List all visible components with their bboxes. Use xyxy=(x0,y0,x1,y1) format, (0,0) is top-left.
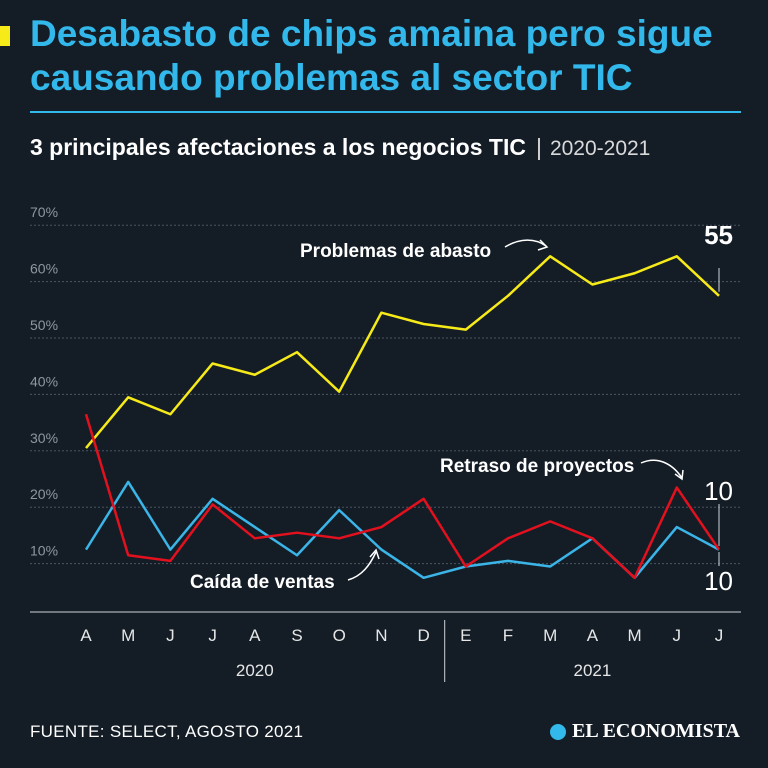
end-label-caida: 10 xyxy=(704,566,733,596)
subtitle-separator: | xyxy=(535,134,542,160)
title-marker xyxy=(0,26,10,46)
arrow-retraso xyxy=(640,459,683,479)
x-tick-label: J xyxy=(673,626,682,645)
y-tick-label: 30% xyxy=(30,430,58,446)
series-line-1 xyxy=(84,413,721,580)
y-tick-label: 10% xyxy=(30,543,58,559)
arrow-caida xyxy=(347,551,377,581)
year-label-2020: 2020 xyxy=(236,661,274,680)
y-tick-label: 60% xyxy=(30,261,58,277)
x-tick-label: A xyxy=(80,626,92,645)
x-tick-label: E xyxy=(460,626,471,645)
x-tick-label: M xyxy=(121,626,135,645)
arrow-head-caida xyxy=(369,548,380,560)
x-tick-label: N xyxy=(375,626,387,645)
x-tick-label: O xyxy=(333,626,346,645)
end-label-abasto: 55 xyxy=(704,220,733,250)
source-note: FUENTE: SELECT, AGOSTO 2021 xyxy=(30,722,304,741)
series-label-caida: Caída de ventas xyxy=(190,572,335,593)
x-tick-label: M xyxy=(543,626,557,645)
x-tick-label: S xyxy=(291,626,302,645)
y-tick-label: 20% xyxy=(30,486,58,502)
series-label-retraso: Retraso de proyectos xyxy=(440,456,634,477)
y-tick-label: 40% xyxy=(30,373,58,389)
arrow-head-retraso xyxy=(674,469,684,481)
x-tick-label: J xyxy=(166,626,175,645)
y-tick-label: 70% xyxy=(30,204,58,220)
x-tick-label: J xyxy=(715,626,724,645)
label-layer: 55 10 10 Problemas de abasto Retraso de proy… xyxy=(190,220,733,596)
x-tick-label: A xyxy=(587,626,599,645)
title-rule xyxy=(30,111,741,113)
arrow-abasto xyxy=(504,239,547,248)
subtitle-years: 2020-2021 xyxy=(549,137,651,160)
end-label-retraso: 10 xyxy=(704,476,733,506)
grid-layer xyxy=(30,224,741,565)
y-tick-label: 50% xyxy=(30,317,58,333)
series-line-2 xyxy=(84,480,720,580)
chart-title: Desabasto de chips amaina pero sigue cau… xyxy=(30,13,713,98)
series-label-abasto: Problemas de abasto xyxy=(300,241,491,262)
x-tick-label: F xyxy=(503,626,513,645)
series-layer xyxy=(84,255,721,580)
brand-logo-icon xyxy=(550,723,566,740)
subtitle-text: 3 principales afectaciones a los negocio… xyxy=(30,134,526,160)
x-tick-label: M xyxy=(628,626,642,645)
brand: EL ECONOMISTA xyxy=(550,720,740,743)
year-label-2021: 2021 xyxy=(573,661,611,680)
series-line-0 xyxy=(85,255,720,449)
x-tick-label: A xyxy=(249,626,261,645)
brand-name: EL ECONOMISTA xyxy=(572,720,740,742)
axis-layer: 70% 60% 50% 40% 30% 20% 10% A M J J A S O N D E F M A M J J 202… xyxy=(30,204,741,682)
x-tick-label: J xyxy=(208,626,217,645)
arrow-head-abasto xyxy=(537,239,549,251)
x-tick-label: D xyxy=(417,626,429,645)
chart-subtitle: 3 principales afectaciones a los negocio… xyxy=(30,132,650,164)
